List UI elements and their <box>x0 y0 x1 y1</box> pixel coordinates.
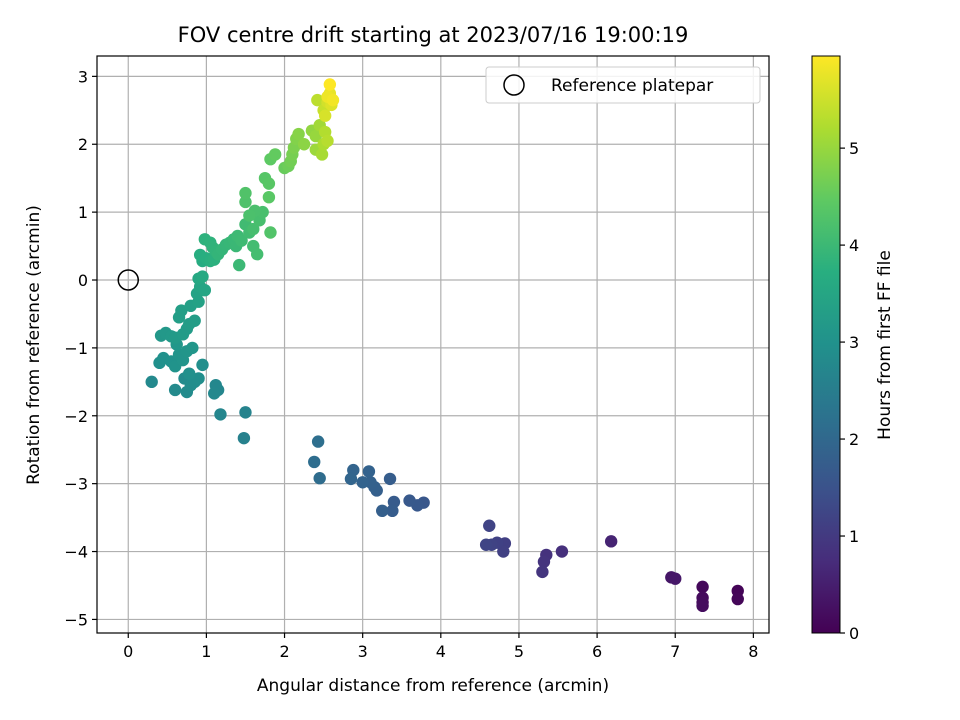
y-axis-ticks: −5 −4 −3 −2 −1 0 1 2 3 <box>64 67 97 629</box>
data-point <box>696 580 709 594</box>
data-point <box>168 383 182 397</box>
legend-box <box>485 66 761 104</box>
data-point <box>292 127 305 141</box>
colorbar-tick-label: 3 <box>849 333 859 352</box>
colorbar: 0 1 2 3 4 5 Hours from first FF file <box>811 55 895 643</box>
y-tick-label: −1 <box>64 339 88 358</box>
data-point <box>309 129 322 143</box>
reference-platepar-marker <box>117 269 140 291</box>
grid-lines <box>97 56 769 633</box>
x-tick-label: 5 <box>514 642 524 661</box>
data-point <box>383 472 397 486</box>
data-point <box>313 472 326 485</box>
data-point <box>731 592 744 606</box>
colorbar-tick-label: 4 <box>849 236 859 255</box>
colorbar-label: Hours from first FF file <box>875 250 895 440</box>
data-point <box>321 134 334 148</box>
plot-frame <box>96 55 770 634</box>
data-points <box>145 78 744 613</box>
data-point <box>208 387 221 400</box>
data-point <box>311 93 324 107</box>
colorbar-tick-label: 2 <box>849 430 859 449</box>
y-tick-label: −2 <box>64 407 88 426</box>
data-point <box>308 455 321 469</box>
chart-title: FOV centre drift starting at 2023/07/16 … <box>178 23 689 47</box>
data-point <box>250 248 264 261</box>
data-point <box>497 545 510 558</box>
data-point <box>262 190 276 204</box>
data-point <box>376 504 389 518</box>
x-tick-label: 1 <box>201 642 211 661</box>
data-point <box>669 572 682 585</box>
data-point <box>483 519 496 532</box>
colorbar-ticks: 0 1 2 3 4 5 <box>840 139 859 643</box>
data-point <box>386 504 399 518</box>
y-tick-label: 3 <box>78 67 88 86</box>
data-point <box>214 408 227 421</box>
colorbar-tick-label: 5 <box>849 139 859 158</box>
y-tick-label: −4 <box>64 543 88 562</box>
x-axis-ticks: 0 1 2 3 4 5 6 7 8 <box>123 633 758 661</box>
legend-label: Reference platepar <box>551 76 713 96</box>
data-point <box>188 314 201 327</box>
data-point <box>237 431 251 445</box>
y-tick-label: 2 <box>78 135 88 154</box>
data-point <box>239 186 252 200</box>
data-point <box>555 545 569 558</box>
data-point <box>192 372 205 385</box>
data-point <box>696 599 709 613</box>
y-tick-label: −3 <box>64 475 88 494</box>
data-point <box>536 565 549 579</box>
data-point <box>326 93 340 107</box>
data-point <box>183 367 196 380</box>
data-point <box>403 494 416 507</box>
data-point <box>145 375 158 389</box>
x-tick-label: 6 <box>592 642 602 661</box>
legend-marker <box>503 74 525 96</box>
x-tick-label: 0 <box>123 642 133 661</box>
data-point <box>479 538 493 551</box>
data-point <box>315 148 329 161</box>
data-point <box>604 535 618 548</box>
data-point <box>362 465 376 478</box>
data-point <box>537 555 551 568</box>
y-tick-label: −5 <box>64 610 88 629</box>
data-point <box>264 226 277 239</box>
y-axis-label: Rotation from reference (arcmin) <box>24 205 44 485</box>
data-point <box>356 476 369 489</box>
legend: Reference platepar <box>485 66 761 104</box>
data-point <box>196 358 209 372</box>
y-tick-label: 0 <box>78 271 88 290</box>
data-point <box>239 195 252 209</box>
data-point <box>233 258 246 272</box>
data-point <box>318 109 332 122</box>
colorbar-gradient <box>811 55 841 634</box>
x-tick-label: 2 <box>279 642 289 661</box>
data-point <box>297 138 311 151</box>
x-tick-label: 8 <box>748 642 758 661</box>
colorbar-tick-label: 0 <box>849 624 859 643</box>
data-point <box>243 209 256 222</box>
x-tick-label: 7 <box>670 642 680 661</box>
data-point <box>186 341 199 355</box>
data-point <box>247 222 260 236</box>
data-point <box>268 148 282 161</box>
colorbar-tick-label: 1 <box>849 527 859 546</box>
x-tick-label: 3 <box>358 642 368 661</box>
data-point <box>198 283 212 297</box>
data-point <box>311 435 325 448</box>
data-point <box>262 177 276 190</box>
data-point <box>235 234 248 247</box>
data-point <box>239 406 252 419</box>
data-point <box>323 78 337 91</box>
data-point <box>344 472 358 486</box>
data-point <box>175 304 188 317</box>
x-tick-label: 4 <box>436 642 446 661</box>
y-tick-label: 1 <box>78 203 88 222</box>
data-point <box>196 270 209 283</box>
x-axis-label: Angular distance from reference (arcmin) <box>257 676 609 696</box>
